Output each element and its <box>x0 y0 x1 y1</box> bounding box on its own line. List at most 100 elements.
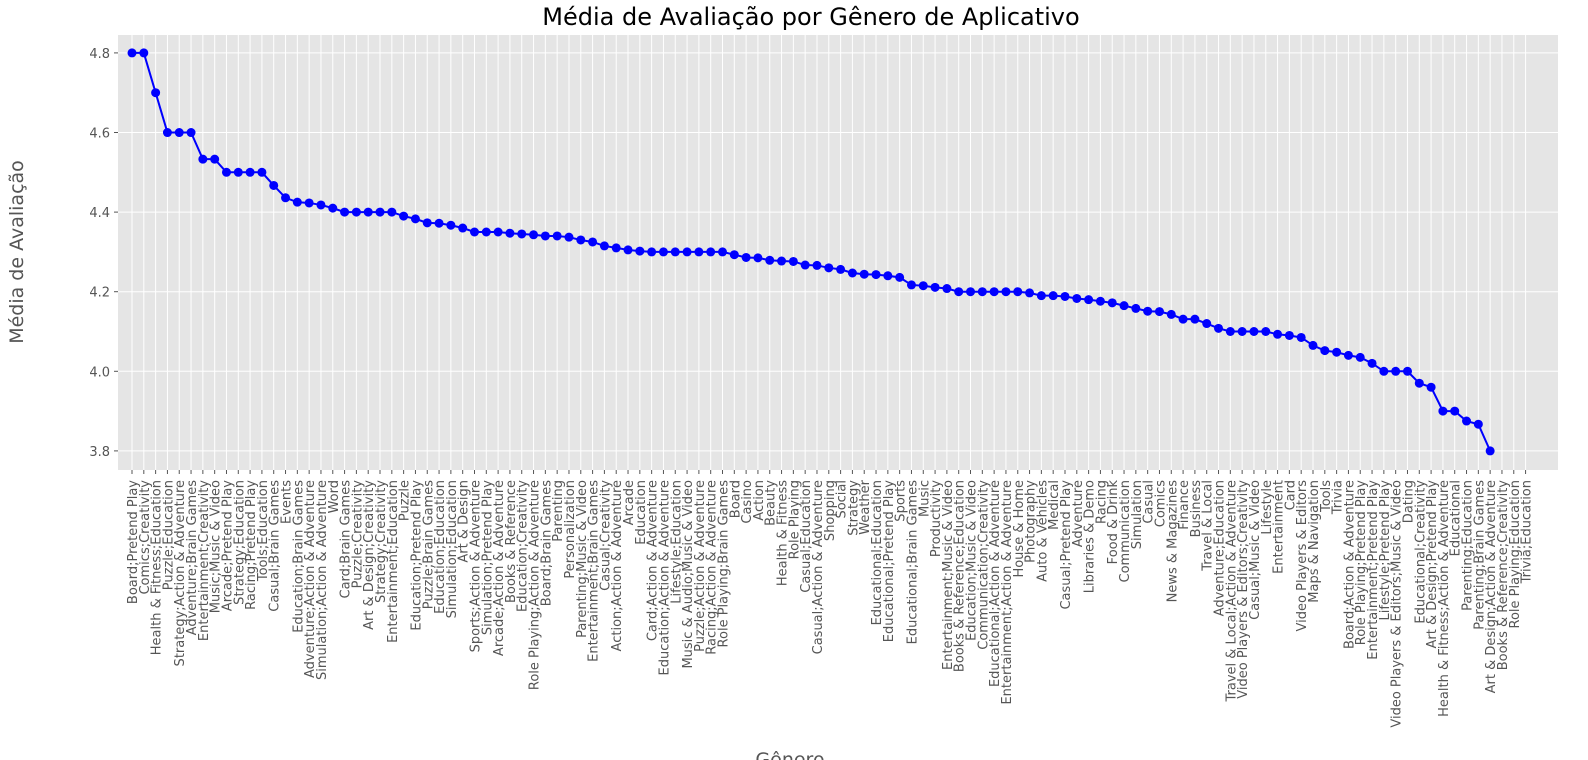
point <box>174 128 184 138</box>
x-tick-label: Music <box>917 480 932 517</box>
x-tick-label: Travel & Local <box>1201 480 1216 572</box>
point <box>1249 327 1259 337</box>
x-tick-label: Education;Music & Video <box>965 480 980 641</box>
point <box>989 287 999 297</box>
x-tick-label: Communication <box>1118 480 1133 582</box>
point <box>399 211 409 221</box>
point <box>824 263 834 273</box>
x-tick-label: Parenting;Music & Video <box>575 480 590 638</box>
point <box>1308 340 1318 350</box>
point <box>1225 327 1235 337</box>
x-tick-label: Board <box>728 480 743 518</box>
point <box>694 247 704 257</box>
point <box>529 230 539 240</box>
x-tick-label: Events <box>280 480 295 524</box>
x-tick-label: Action;Action & Adventure <box>610 480 625 651</box>
point <box>1379 366 1389 376</box>
point <box>552 231 562 241</box>
point <box>517 229 527 239</box>
point <box>895 272 905 282</box>
point <box>210 154 220 164</box>
x-tick-label: Strategy <box>846 480 861 536</box>
x-tick-label: Role Playing;Pretend Play <box>1354 480 1369 646</box>
x-tick-label: Education;Creativity <box>516 480 531 612</box>
point <box>1048 291 1058 301</box>
x-tick-label: Parenting <box>551 480 566 542</box>
point <box>1462 416 1472 426</box>
x-tick-label: Arcade;Pretend Play <box>220 480 235 612</box>
y-tick-label: 4.6 <box>89 127 110 142</box>
point <box>375 207 385 217</box>
x-tick-label: Arcade;Action & Adventure <box>492 480 507 656</box>
x-tick-label: Simulation;Action & Adventure <box>315 480 330 680</box>
point <box>469 227 479 237</box>
point <box>1166 309 1176 319</box>
x-tick-label: Art & Design <box>457 480 472 563</box>
y-tick-label: 4.0 <box>89 365 110 380</box>
x-tick-label: Role Playing;Brain Games <box>717 480 732 648</box>
point <box>410 214 420 224</box>
x-tick-label: Educational;Education <box>870 480 885 625</box>
point <box>635 246 645 256</box>
point <box>1402 366 1412 376</box>
x-tick-label: Photography <box>1024 480 1039 563</box>
x-tick-label: Casual <box>1142 480 1157 524</box>
point <box>800 260 810 270</box>
x-tick-label: Adventure;Education <box>1213 480 1228 616</box>
point <box>245 167 255 177</box>
x-tick-label: Entertainment;Brain Games <box>587 480 602 662</box>
x-tick-label: Education;Action & Adventure <box>657 480 672 675</box>
x-tick-label: Shopping <box>823 480 838 541</box>
x-tick-label: Entertainment;Action & Adventure <box>1000 480 1015 705</box>
x-tick-label: Food & Drink <box>1106 480 1121 565</box>
point <box>765 255 775 265</box>
point <box>847 268 857 278</box>
point <box>954 287 964 297</box>
point <box>682 247 692 257</box>
point <box>458 223 468 233</box>
x-tick-label: Educational;Brain Games <box>905 480 920 645</box>
point <box>623 245 633 255</box>
point <box>836 264 846 274</box>
x-tick-label: Books & Reference <box>504 480 519 603</box>
x-tick-label: Communication;Creativity <box>976 480 991 650</box>
x-tick-label: Tools <box>1319 480 1334 513</box>
x-tick-label: Education;Pretend Play <box>409 480 424 631</box>
x-tick-label: Sports <box>894 480 909 522</box>
x-tick-label: Strategy;Creativity <box>374 480 389 603</box>
x-tick-label: Business <box>1189 480 1204 538</box>
x-tick-label: Racing;Pretend Play <box>244 480 259 610</box>
x-tick-label: Art & Design;Action & Adventure <box>1484 480 1499 693</box>
point <box>351 207 361 217</box>
x-tick-label: Comics <box>1153 480 1168 527</box>
x-tick-label: Books & Reference;Creativity <box>1496 480 1511 671</box>
x-tick-label: Educational;Action & Adventure <box>988 480 1003 687</box>
point <box>1072 293 1082 303</box>
point <box>1237 327 1247 337</box>
point <box>812 260 822 270</box>
x-tick-label: Arcade <box>622 480 637 525</box>
point <box>1473 419 1483 429</box>
point <box>1131 303 1141 313</box>
x-tick-label: Role Playing;Education <box>1508 480 1523 628</box>
point <box>741 252 751 262</box>
point <box>422 218 432 228</box>
x-tick-label: Puzzle;Creativity <box>350 480 365 589</box>
x-tick-label: Books & Reference;Education <box>953 480 968 672</box>
x-tick-label: Card;Brain Games <box>339 480 354 599</box>
x-tick-label: Simulation;Pretend Play <box>480 480 495 635</box>
x-tick-label: Casual;Creativity <box>598 480 613 591</box>
x-tick-label: Art & Design;Creativity <box>362 480 377 630</box>
x-tick-label: Lifestyle;Pretend Play <box>1378 480 1393 621</box>
point <box>611 243 621 253</box>
x-tick-label: Education <box>634 480 649 545</box>
x-tick-label: Video Players & Editors;Creativity <box>1236 480 1251 699</box>
point <box>540 231 550 241</box>
point <box>1320 346 1330 356</box>
x-tick-label: Tools;Education <box>256 480 271 582</box>
x-tick-label: Travel & Local;Action & Adventure <box>1224 480 1239 702</box>
x-tick-label: Puzzle;Education <box>161 480 176 590</box>
point <box>304 198 314 208</box>
point <box>1273 329 1283 339</box>
